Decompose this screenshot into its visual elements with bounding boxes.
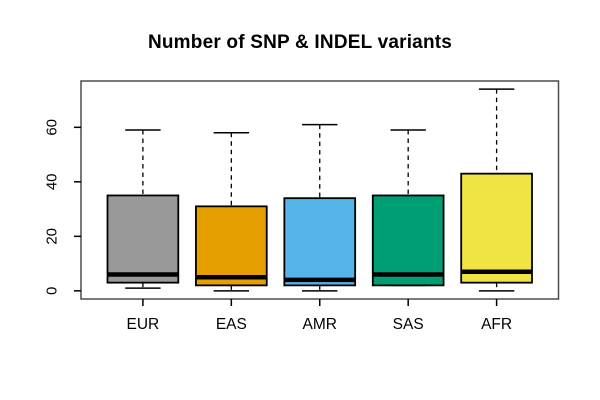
chart-title: Number of SNP & INDEL variants [147,32,453,53]
y-axis-tick-label: 60 [44,119,61,136]
x-axis-tick-label: SAS [393,316,424,333]
box-sas [371,194,445,287]
y-axis-tick-label: 20 [44,228,61,245]
box-amr [283,197,357,287]
x-axis-tick-label: EUR [127,316,160,333]
x-axis-tick-label: EAS [216,316,247,333]
x-axis-tick-label: AFR [481,316,512,333]
box-afr [460,172,533,284]
box-eur [106,194,180,284]
y-axis-tick-label: 0 [44,287,61,295]
y-axis-tick-label: 40 [44,173,61,190]
x-axis-tick-label: AMR [303,316,337,333]
box-eas [195,205,268,287]
